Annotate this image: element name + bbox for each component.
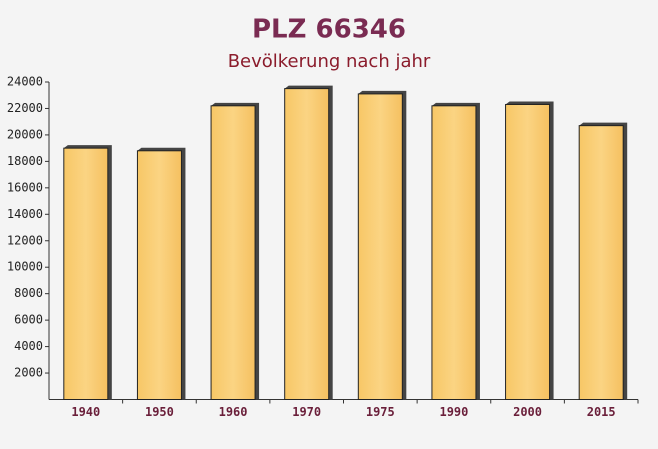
bar — [431, 105, 477, 400]
y-tick-label: 12000 — [7, 233, 43, 247]
y-tick-label: 4000 — [14, 339, 43, 353]
chart-subtitle: Bevölkerung nach jahr — [228, 51, 431, 72]
x-tick-label: 1975 — [366, 405, 395, 419]
chart-title: PLZ 66346 — [252, 15, 406, 45]
x-tick-label: 2015 — [587, 405, 616, 419]
y-tick-label: 10000 — [7, 260, 43, 274]
bar — [505, 103, 551, 400]
x-tick-label: 1990 — [439, 405, 468, 419]
bar — [357, 93, 403, 400]
bar — [210, 105, 256, 400]
bar — [63, 147, 109, 400]
y-tick-label: 18000 — [7, 154, 43, 168]
y-tick-label: 6000 — [14, 313, 43, 327]
x-tick-label: 1970 — [292, 405, 321, 419]
bar — [284, 88, 330, 400]
y-tick-label: 20000 — [7, 127, 43, 141]
y-tick-label: 14000 — [7, 207, 43, 221]
bar — [578, 125, 624, 400]
y-tick-label: 8000 — [14, 286, 43, 300]
y-tick-label: 24000 — [7, 75, 43, 89]
y-tick-label: 16000 — [7, 180, 43, 194]
x-tick-label: 1950 — [145, 405, 174, 419]
x-tick-label: 2000 — [513, 405, 542, 419]
y-tick-label: 22000 — [7, 101, 43, 115]
y-tick-label: 2000 — [14, 366, 43, 380]
x-tick-label: 1960 — [219, 405, 248, 419]
bar — [136, 150, 182, 400]
x-tick-label: 1940 — [71, 405, 100, 419]
